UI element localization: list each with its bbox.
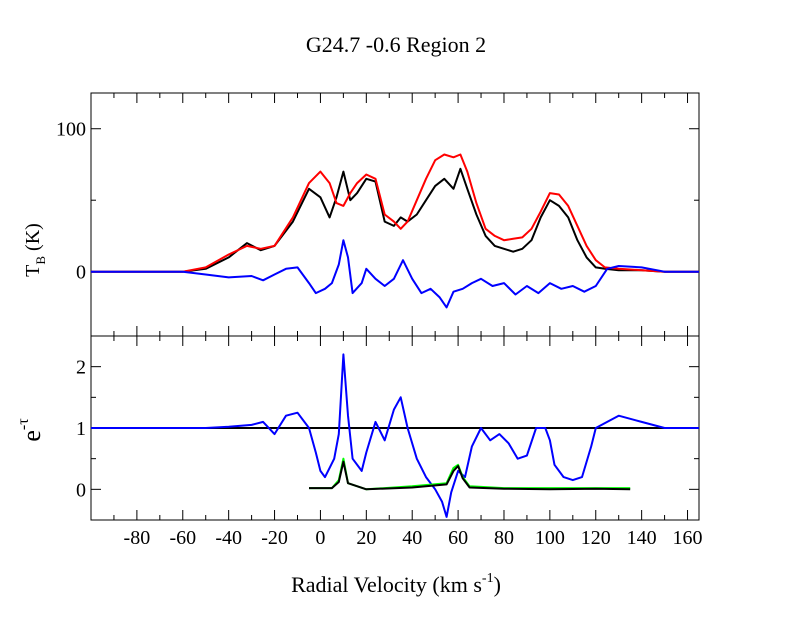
top-ylabel-main: T <box>22 265 44 277</box>
x-tick-label: -80 <box>124 527 151 549</box>
x-tick-label: -60 <box>169 527 196 549</box>
x-tick-label: 140 <box>627 527 657 549</box>
bottom-ylabel-sup: -τ <box>15 418 32 430</box>
x-tick-label: -40 <box>215 527 242 549</box>
chart-title: G24.7 -0.6 Region 2 <box>306 32 486 57</box>
xlabel-main: Radial Velocity (km s <box>291 572 482 597</box>
x-axis-label: Radial Velocity (km s-1) <box>291 571 501 597</box>
x-tick-label: 120 <box>581 527 611 549</box>
x-tick-label: 80 <box>494 527 514 549</box>
top-ylabel-sub: B <box>33 256 48 265</box>
bottom-series <box>91 353 699 518</box>
top-y-tick-label: 100 <box>56 119 86 141</box>
series-line-noise <box>309 460 631 491</box>
bottom-y-tick-label: 2 <box>76 357 86 379</box>
x-tick-label: 60 <box>448 527 468 549</box>
top-plot-frame <box>90 92 700 337</box>
series-line-e^-tau <box>91 353 699 518</box>
bottom-panel: 0 1 2 e-τ <box>15 335 700 521</box>
xlabel-sup: -1 <box>482 571 494 586</box>
top-ticks <box>91 93 699 336</box>
x-tick-label: 20 <box>356 527 376 549</box>
x-tick-label: 40 <box>402 527 422 549</box>
top-y-axis-label: TB (K) <box>22 223 48 277</box>
bottom-y-tick-label: 1 <box>76 418 86 440</box>
x-tick-label: 160 <box>673 527 703 549</box>
top-panel: 0 100 TB (K) <box>22 92 700 337</box>
x-tick-labels: -80 -60 -40 -20 0 20 40 60 80 100 120 140 160 <box>124 527 703 549</box>
top-y-tick-label: 0 <box>76 262 86 284</box>
x-tick-label: 0 <box>315 527 325 549</box>
top-ylabel-rest: (K) <box>22 223 44 256</box>
bottom-ylabel-main: e <box>17 430 46 442</box>
top-y-tick-labels: 0 100 <box>56 119 86 284</box>
bottom-y-axis-label: e-τ <box>15 418 46 442</box>
x-tick-label: -20 <box>261 527 288 549</box>
series-line-on-source <box>91 167 699 273</box>
series-line-difference <box>91 239 699 309</box>
series-line-off-source <box>91 153 699 273</box>
bottom-y-tick-label: 0 <box>76 479 86 501</box>
bottom-y-tick-labels: 0 1 2 <box>76 357 86 502</box>
top-series <box>91 153 699 309</box>
xlabel-close: ) <box>494 572 501 597</box>
x-tick-label: 100 <box>535 527 565 549</box>
